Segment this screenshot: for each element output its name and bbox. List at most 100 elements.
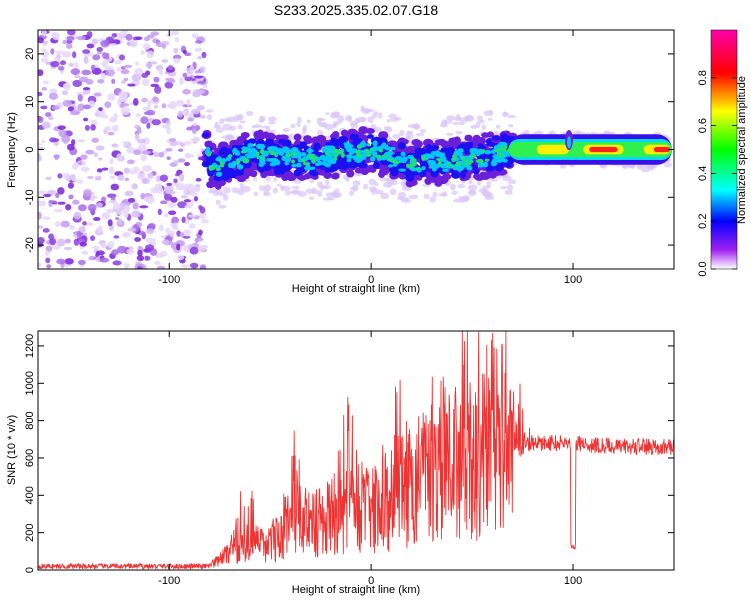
ridge-blob	[356, 144, 363, 149]
ridge-blob	[297, 157, 303, 163]
noise-blob	[198, 245, 206, 252]
ridge-blob	[446, 161, 451, 167]
noise-blob	[66, 36, 75, 42]
noise-blob	[77, 259, 86, 266]
halo-blob	[316, 117, 326, 122]
noise-blob	[182, 72, 188, 78]
noise-blob	[92, 245, 100, 250]
halo-blob	[451, 190, 458, 196]
halo-blob	[400, 180, 405, 186]
halo-blob	[351, 185, 359, 192]
noise-blob	[190, 108, 201, 115]
noise-blob	[147, 223, 156, 229]
ridge-blob	[464, 155, 471, 162]
noise-blob	[45, 257, 51, 264]
ridge-blob	[469, 155, 473, 160]
ridge-blob	[219, 162, 225, 166]
noise-blob	[187, 118, 195, 122]
halo-blob	[284, 190, 292, 196]
halo-blob	[502, 111, 508, 118]
ridge-blob	[440, 163, 446, 169]
noise-blob	[77, 103, 85, 111]
noise-blob	[184, 204, 192, 209]
noise-blob	[146, 122, 151, 129]
halo-blob	[223, 186, 231, 194]
ridge-blob	[245, 167, 254, 174]
noise-blob	[78, 226, 86, 233]
ridge-blob	[302, 162, 309, 166]
noise-blob	[123, 167, 131, 174]
snr-panel: -100 0 100 0 200 400 600 800 1000 1200 Height of…	[6, 330, 675, 596]
halo-blob	[301, 127, 307, 135]
halo-blob	[206, 114, 213, 121]
noise-blob	[111, 249, 120, 256]
ridge-blob	[256, 129, 264, 138]
halo-blob	[276, 183, 282, 187]
halo-blob	[316, 181, 324, 188]
halo-blob	[215, 189, 224, 196]
noise-blob	[90, 235, 96, 241]
noise-blob	[101, 212, 111, 220]
ridge-blob	[476, 136, 486, 146]
ridge-blob	[299, 141, 308, 148]
noise-blob	[41, 121, 51, 129]
halo-blob	[308, 196, 315, 200]
ridge-blob	[300, 158, 306, 163]
noise-blob	[79, 241, 88, 247]
ridge-blob	[218, 150, 227, 156]
noise-blob	[177, 110, 183, 118]
halo-blob	[267, 116, 277, 122]
noise-blob	[93, 216, 101, 221]
halo-blob	[449, 183, 456, 191]
noise-blob	[161, 59, 169, 63]
halo-blob	[508, 124, 514, 128]
noise-blob	[42, 216, 51, 220]
noise-blob	[195, 185, 201, 192]
noise-blob	[137, 138, 146, 144]
noise-blob	[155, 175, 162, 182]
noise-blob	[45, 245, 53, 253]
halo-blob	[280, 185, 285, 191]
noise-blob	[166, 126, 172, 135]
noise-blob	[124, 190, 134, 197]
noise-blob	[167, 201, 177, 209]
halo-blob	[290, 189, 300, 195]
noise-blob	[48, 116, 54, 121]
noise-blob	[171, 216, 180, 224]
x-tick-label: 100	[564, 575, 582, 587]
noise-blob	[131, 210, 141, 218]
halo-blob	[322, 197, 332, 201]
noise-blob	[41, 50, 50, 58]
noise-blob	[95, 175, 102, 181]
halo-blob	[215, 127, 224, 133]
ridge-blob	[475, 159, 481, 163]
halo-blob	[475, 121, 481, 128]
noise-blob	[40, 105, 48, 110]
ridge-blob	[303, 135, 312, 142]
ridge-blob	[460, 156, 466, 160]
ridge-blob	[276, 148, 283, 154]
x-tick-label: 0	[368, 575, 374, 587]
halo-blob	[495, 124, 501, 129]
noise-blob	[44, 112, 52, 118]
noise-blob	[90, 124, 96, 131]
snr-x-ticks: -100 0 100	[158, 331, 582, 587]
halo-blob	[396, 196, 404, 201]
noise-blob	[56, 238, 66, 247]
noise-blob	[164, 81, 174, 89]
noise-blob	[82, 87, 91, 91]
noise-blob	[64, 238, 71, 244]
y-tick-label: 200	[24, 523, 36, 541]
noise-blob	[201, 51, 207, 59]
ridge-blob	[464, 134, 473, 142]
ridge-blob	[421, 155, 427, 161]
halo-blob	[663, 161, 672, 168]
halo-blob	[389, 188, 397, 196]
noise-blob	[89, 197, 96, 202]
snr-series-line	[38, 331, 674, 570]
ridge-blob	[462, 147, 471, 154]
halo-blob	[367, 116, 374, 124]
snr-y-label: SNR (10 * v/v)	[6, 415, 18, 485]
noise-blob	[145, 244, 155, 251]
